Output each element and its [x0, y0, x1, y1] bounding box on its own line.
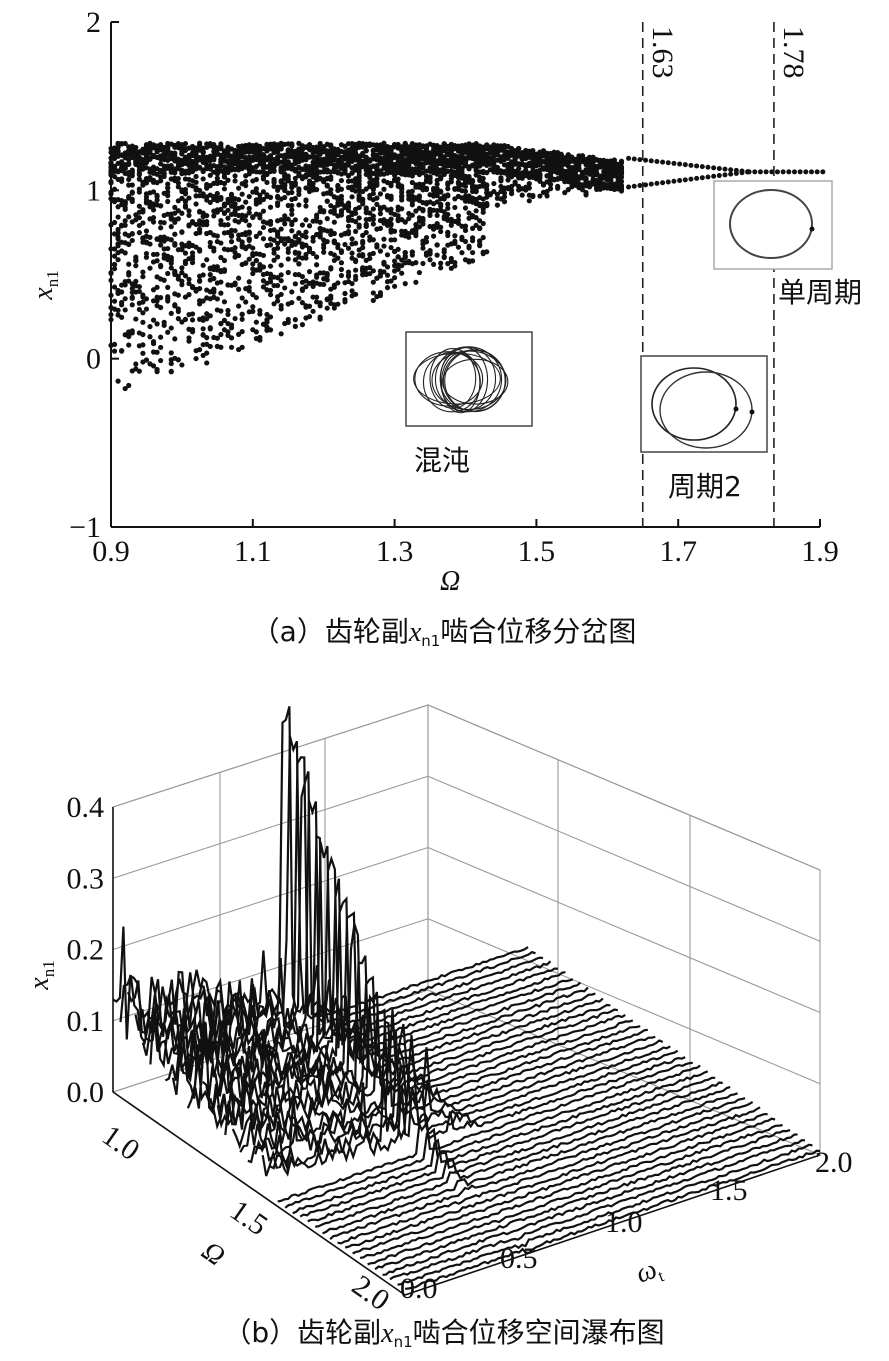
omega-tick-label: 1.5 — [224, 1194, 274, 1243]
omega-tick-label: 1.0 — [96, 1119, 146, 1168]
spectrum-line — [231, 1020, 648, 1150]
spectrum-line — [322, 1092, 738, 1235]
period1-phase-inset — [713, 180, 833, 270]
z-tick-label: 0.1 — [67, 1005, 105, 1038]
svg-text:xn1: xn1 — [24, 960, 58, 990]
spectrum-line — [299, 1076, 716, 1218]
waterfall-panel: 0.0 0.1 0.2 0.3 0.4 1.0 1.5 2.0 0.0 0.5 1.0 1.5 2.… — [24, 704, 853, 1351]
z-tick-label: 0.0 — [67, 1076, 105, 1109]
spectrum-line — [277, 1061, 693, 1203]
z-tick-label: 0.2 — [67, 934, 105, 967]
period2-phase-inset — [640, 355, 768, 453]
frequency-tick-label: 1.5 — [710, 1174, 748, 1207]
x-tick-label: 1.1 — [234, 535, 272, 568]
spectrum-line — [171, 878, 589, 1096]
spectrum-line — [344, 1106, 761, 1249]
spectrum-line — [216, 991, 634, 1130]
y-tick-label: −1 — [69, 511, 101, 544]
chaos-label: 混沌 — [414, 444, 470, 477]
spectrum-line — [119, 735, 536, 1046]
spectrum-line — [397, 1143, 813, 1286]
spectrum-line — [194, 923, 611, 1116]
caption-a: （a）齿轮副xn1啮合位移分岔图 — [252, 615, 637, 650]
spectrum-line — [284, 1064, 701, 1209]
spectrum-line — [382, 1133, 798, 1276]
z-tick-labels: 0.0 0.1 0.2 0.3 0.4 — [67, 791, 105, 1109]
spectrum-line — [367, 1124, 783, 1266]
spectrum-line — [247, 1039, 664, 1164]
bifurcation-panel: 0.9 1.1 1.3 1.5 1.7 1.9 −1 0 1 2 1.63 1.78 Ω xn1 — [28, 6, 862, 650]
caption-b: （b）齿轮副xn1啮合位移空间瀑布图 — [223, 1316, 664, 1351]
spectrum-line — [307, 1081, 723, 1223]
period1-label: 单周期 — [778, 276, 862, 309]
spectrum-line — [315, 1086, 731, 1228]
omega-axis-label: Ω — [196, 1235, 230, 1272]
spectrum-line — [269, 1056, 686, 1177]
spectrum-line — [179, 896, 596, 1099]
x-tick-label: 1.7 — [659, 535, 697, 568]
z-tick-label: 0.3 — [67, 862, 105, 895]
waterfall-spectra — [112, 706, 821, 1290]
y-axis-label: xn1 — [28, 270, 62, 300]
x-tick-marks: 0.9 1.1 1.3 1.5 1.7 1.9 — [92, 519, 839, 568]
x-tick-label: 0.9 — [92, 535, 130, 568]
chaos-phase-inset — [405, 331, 533, 427]
frequency-tick-labels: 0.0 0.5 1.0 1.5 2.0 — [400, 1146, 853, 1305]
spectrum-line — [404, 1149, 821, 1290]
frequency-tick-label: 0.5 — [500, 1242, 538, 1275]
frequency-axis-label: ωt — [632, 1252, 667, 1292]
spectrum-line — [209, 975, 626, 1130]
svg-text:xn1: xn1 — [28, 270, 62, 300]
bifurcation-points — [108, 140, 826, 392]
spectrum-line — [202, 955, 619, 1114]
frequency-tick-label: 1.0 — [605, 1206, 643, 1239]
omega-tick-label: 2.0 — [346, 1269, 396, 1318]
spectrum-line — [292, 1070, 709, 1215]
x-tick-label: 1.3 — [376, 535, 414, 568]
y-tick-label: 0 — [86, 343, 101, 376]
spectrum-line — [112, 706, 529, 1040]
spectrum-line — [359, 1117, 776, 1259]
z-axis-label: xn1 — [24, 960, 58, 990]
spectrum-line — [254, 1045, 671, 1164]
spectrum-line — [337, 1100, 754, 1245]
period2-label: 周期2 — [668, 470, 742, 503]
x-axis-label: Ω — [440, 566, 460, 597]
y-tick-label: 1 — [86, 174, 101, 207]
z-tick-label: 0.4 — [67, 791, 105, 824]
spectrum-line — [329, 1097, 746, 1241]
x-tick-label: 1.5 — [518, 535, 556, 568]
spectrum-line — [134, 771, 552, 1056]
spectrum-line — [261, 1049, 679, 1177]
spectrum-line — [126, 756, 544, 1039]
boundary-label: 1.78 — [777, 26, 810, 79]
spectrum-line — [352, 1113, 768, 1255]
y-tick-label: 2 — [86, 6, 101, 39]
y-tick-marks: −1 0 1 2 — [69, 6, 119, 544]
waterfall-3d-box — [111, 704, 822, 1296]
x-tick-label: 1.9 — [801, 535, 839, 568]
frequency-tick-label: 0.0 — [400, 1272, 438, 1305]
boundary-label: 1.63 — [646, 26, 679, 79]
frequency-tick-label: 2.0 — [815, 1146, 853, 1179]
spectrum-line — [186, 911, 604, 1109]
spectrum-line — [389, 1139, 806, 1281]
spectrum-line — [374, 1129, 791, 1271]
